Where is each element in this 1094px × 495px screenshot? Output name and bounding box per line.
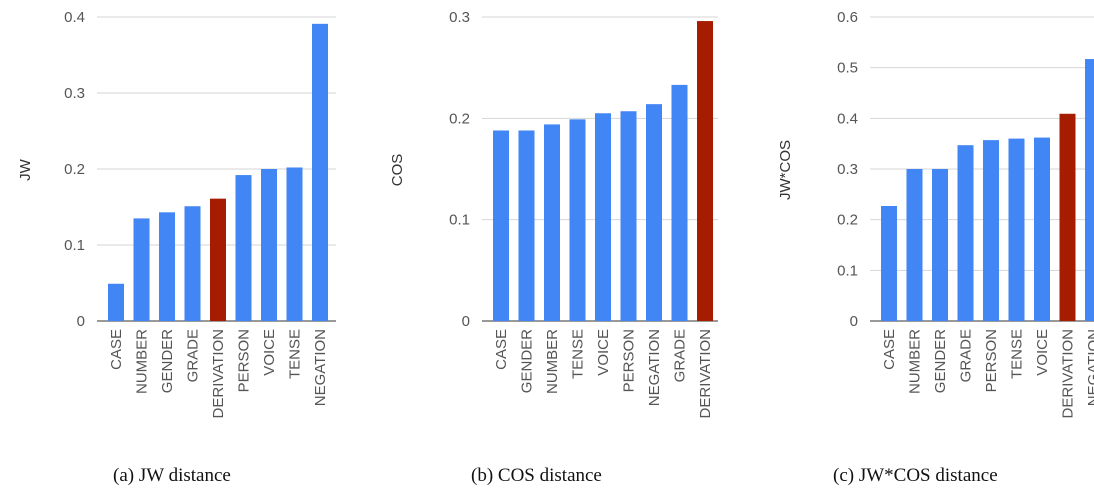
- category-label: CASE: [108, 329, 125, 370]
- y-tick-label: 0.2: [837, 212, 858, 229]
- bar-case: [108, 283, 124, 321]
- bar-number: [544, 124, 560, 321]
- category-label: CASE: [493, 329, 510, 370]
- bar-case: [881, 205, 897, 321]
- category-label: PERSON: [621, 329, 638, 392]
- chart-caption: (a) JW distance: [113, 465, 231, 486]
- y-axis-title: JW: [17, 158, 34, 181]
- category-label: GRADE: [958, 329, 975, 382]
- bar-gender: [932, 169, 948, 321]
- bar-derivation: [697, 21, 713, 321]
- bar-negation: [646, 104, 662, 321]
- category-label: CASE: [881, 329, 898, 370]
- bar-grade: [957, 145, 974, 321]
- chart-3: 0 0.1 0.2 0.3 0.4 0.5 0.6 CASE NUMBER GENDER GRADE…: [777, 9, 1094, 486]
- bar-derivation: [1059, 113, 1076, 321]
- category-label: GENDER: [519, 329, 536, 393]
- category-label: TENSE: [287, 329, 304, 379]
- category-label: DERIVATION: [1060, 329, 1077, 418]
- category-label: GRADE: [185, 329, 202, 382]
- bar-number: [906, 169, 923, 321]
- category-label: GRADE: [672, 329, 689, 382]
- y-axis-title: JW*COS: [777, 140, 794, 200]
- chart-1: 0 0.1 0.2 0.3 0.4 CASE NUMBER GENDER GRADE DERIVA…: [17, 9, 336, 486]
- y-tick-label: 0.2: [64, 161, 85, 178]
- y-tick-label: 0.1: [449, 212, 470, 229]
- bar-tense: [1008, 138, 1025, 321]
- bar-person: [620, 111, 637, 322]
- category-label: NUMBER: [544, 329, 561, 394]
- category-label: GENDER: [932, 329, 949, 393]
- bar-gender: [159, 212, 175, 321]
- y-axis-title: COS: [389, 154, 406, 187]
- category-label: TENSE: [1009, 329, 1026, 379]
- y-tick-label: 0: [77, 313, 85, 330]
- bar-derivation: [210, 198, 226, 321]
- chart-caption: (c) JW*COS distance: [833, 465, 998, 486]
- y-tick-label: 0.1: [64, 237, 85, 254]
- y-tick-label: 0: [850, 313, 858, 330]
- bar-tense: [286, 167, 303, 321]
- bar-voice: [261, 169, 277, 321]
- category-label: DERIVATION: [697, 329, 714, 418]
- category-label: GENDER: [159, 329, 176, 393]
- bar-gender: [518, 130, 535, 321]
- y-tick-label: 0: [462, 313, 470, 330]
- bar-person: [235, 175, 252, 321]
- bar-negation: [312, 23, 328, 322]
- bar-person: [983, 140, 999, 321]
- category-label: PERSON: [983, 329, 1000, 392]
- category-label: NUMBER: [134, 329, 151, 394]
- category-label: NEGATION: [1085, 329, 1094, 406]
- y-tick-label: 0.4: [837, 110, 858, 127]
- chart-caption: (b) COS distance: [471, 465, 602, 486]
- y-tick-label: 0.3: [837, 161, 858, 178]
- bar-tense: [569, 119, 586, 321]
- y-tick-label: 0.1: [837, 262, 858, 279]
- category-label: NUMBER: [907, 329, 924, 394]
- y-tick-label: 0.4: [64, 9, 85, 26]
- category-label: VOICE: [595, 329, 612, 376]
- y-tick-label: 0.3: [449, 9, 470, 26]
- category-label: NEGATION: [312, 329, 329, 406]
- category-label: TENSE: [570, 329, 587, 379]
- y-tick-label: 0.6: [837, 9, 858, 26]
- category-label: DERIVATION: [210, 329, 227, 418]
- chart-2: 0 0.1 0.2 0.3 CASE GENDER NUMBER TENSE VOICE PERS…: [389, 9, 718, 486]
- y-tick-label: 0.3: [64, 85, 85, 102]
- category-label: NEGATION: [646, 329, 663, 406]
- category-label: PERSON: [236, 329, 253, 392]
- bar-negation: [1085, 59, 1094, 321]
- bar-case: [493, 130, 509, 321]
- category-label: VOICE: [1034, 329, 1051, 376]
- bar-grade: [671, 84, 688, 321]
- y-tick-label: 0.2: [449, 110, 470, 127]
- bar-grade: [184, 206, 201, 321]
- category-label: VOICE: [261, 329, 278, 376]
- bar-number: [133, 218, 150, 321]
- bar-voice: [595, 113, 611, 322]
- bar-voice: [1034, 137, 1050, 321]
- y-tick-label: 0.5: [837, 60, 858, 77]
